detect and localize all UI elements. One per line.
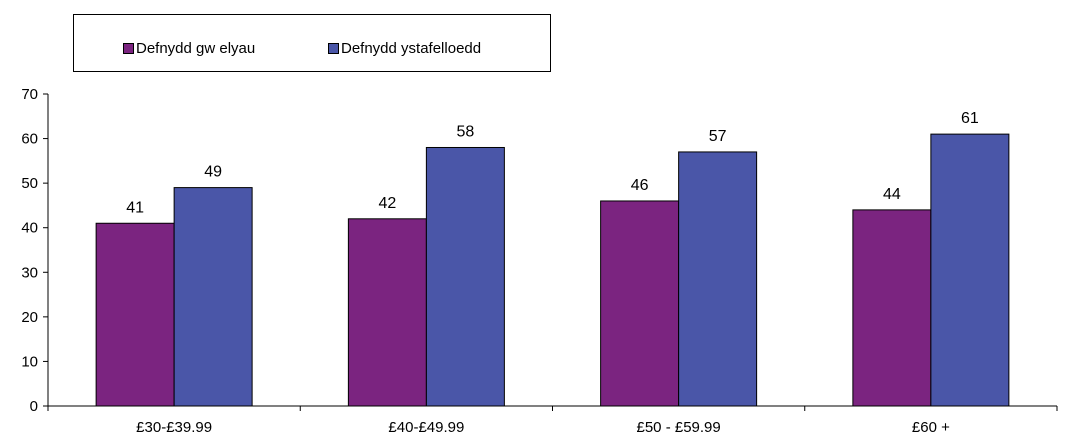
- y-tick-label-3: 30: [21, 264, 38, 281]
- data-label-2-0: 49: [204, 164, 222, 181]
- bar-2-0: [173, 187, 253, 407]
- y-tick-label-1: 10: [21, 353, 38, 370]
- legend-label-series-1: Defnydd gw elyau: [136, 40, 256, 57]
- bar-1-0: [95, 222, 175, 407]
- bar-1-2: [600, 200, 680, 407]
- data-label-2-3: 61: [961, 110, 979, 127]
- y-tick-label-5: 50: [21, 175, 38, 192]
- x-tick-label-3: £60 +: [912, 419, 950, 436]
- data-label-1-3: 44: [883, 186, 901, 203]
- data-label-1-2: 46: [631, 177, 649, 194]
- bar-1-3: [852, 209, 932, 407]
- bar-2-2: [678, 151, 758, 407]
- data-label-2-2: 57: [709, 128, 727, 145]
- legend-label-series-2: Defnydd ystafelloedd: [341, 40, 482, 57]
- bar-2-1: [425, 146, 505, 407]
- bar-2-3: [930, 133, 1010, 407]
- y-tick-label-2: 20: [21, 309, 38, 326]
- y-tick-label-0: 0: [30, 398, 38, 415]
- x-tick-label-2: £50 - £59.99: [637, 419, 721, 436]
- bar-1-1: [347, 218, 427, 407]
- y-tick-label-7: 70: [21, 86, 38, 103]
- x-tick-label-1: £40-£49.99: [388, 419, 464, 436]
- data-label-1-1: 42: [378, 195, 396, 212]
- legend-swatch-series-2: [328, 43, 339, 54]
- legend-item-series-2: Defnydd ystafelloedd: [328, 40, 481, 57]
- x-tick-label-0: £30-£39.99: [136, 419, 212, 436]
- data-label-2-1: 58: [456, 123, 474, 140]
- y-tick-label-6: 60: [21, 131, 38, 148]
- data-label-1-0: 41: [126, 199, 144, 216]
- y-tick-label-4: 40: [21, 220, 38, 237]
- legend-swatch-series-1: [123, 43, 134, 54]
- legend: Defnydd gw elyau Defnydd ystafelloedd: [73, 14, 551, 72]
- legend-item-series-1: Defnydd gw elyau: [123, 40, 255, 57]
